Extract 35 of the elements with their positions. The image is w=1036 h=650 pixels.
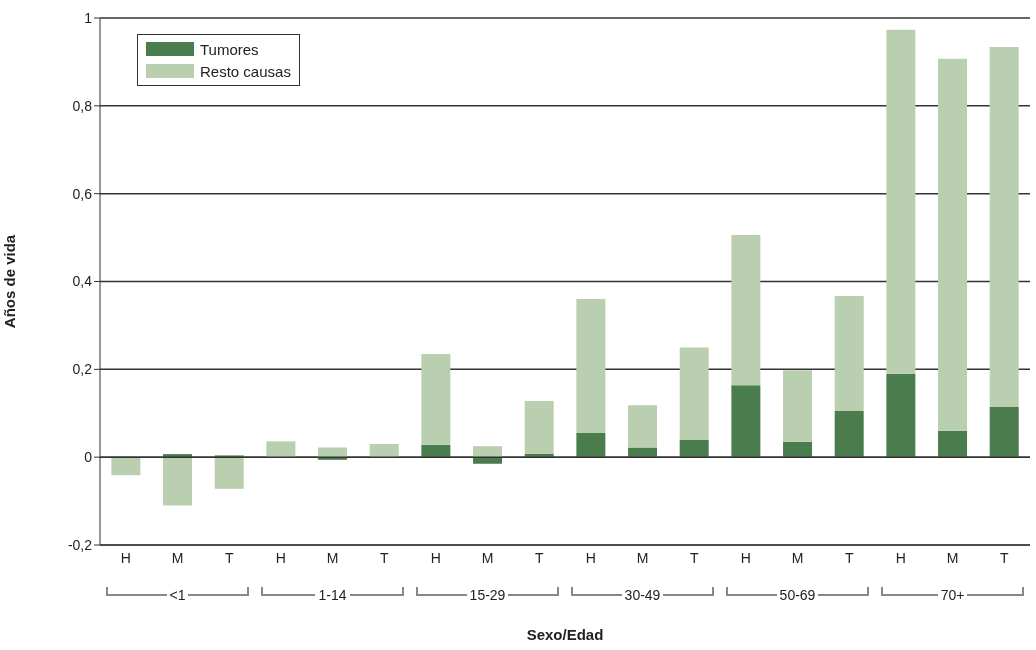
y-axis-title: Años de vida bbox=[1, 234, 19, 329]
x-tick-label: H bbox=[120, 549, 131, 566]
x-tick-label: T bbox=[844, 549, 854, 566]
y-tick-label: 0,2 bbox=[72, 361, 93, 378]
x-tick-label: H bbox=[430, 549, 441, 566]
legend-label: Resto causas bbox=[200, 62, 291, 80]
y-tick-label: 0,4 bbox=[72, 273, 93, 290]
text: 70+ bbox=[937, 587, 968, 603]
y-tick-label: 0 bbox=[84, 449, 93, 466]
x-tick-label: H bbox=[275, 549, 286, 566]
x-tick-label: M bbox=[171, 549, 184, 566]
x-tick-label: M bbox=[326, 549, 339, 566]
y-tick-label: 0,6 bbox=[72, 185, 93, 202]
x-tick-label: T bbox=[689, 549, 699, 566]
x-tick-label: T bbox=[224, 549, 234, 566]
x-tick-label: M bbox=[946, 549, 959, 566]
text: 1-14 bbox=[315, 587, 350, 603]
y-tick-label: 0,8 bbox=[72, 97, 93, 114]
x-tick-label: H bbox=[585, 549, 596, 566]
x-tick-label: M bbox=[481, 549, 494, 566]
x-tick-label: H bbox=[740, 549, 751, 566]
x-tick-label: T bbox=[379, 549, 389, 566]
x-tick-label: M bbox=[791, 549, 804, 566]
x-tick-label: H bbox=[895, 549, 906, 566]
x-axis-title: Sexo/Edad bbox=[526, 626, 604, 643]
x-tick-label: T bbox=[534, 549, 544, 566]
y-tick-label: 1 bbox=[84, 9, 93, 26]
legend-label: Tumores bbox=[200, 40, 259, 58]
x-tick-label: M bbox=[636, 549, 649, 566]
text: <1 bbox=[166, 587, 189, 603]
text: 30-49 bbox=[621, 587, 664, 603]
text: 15-29 bbox=[466, 587, 509, 603]
y-tick-label: -0,2 bbox=[67, 536, 93, 553]
x-tick-label: T bbox=[999, 549, 1009, 566]
text: 50-69 bbox=[776, 587, 819, 603]
